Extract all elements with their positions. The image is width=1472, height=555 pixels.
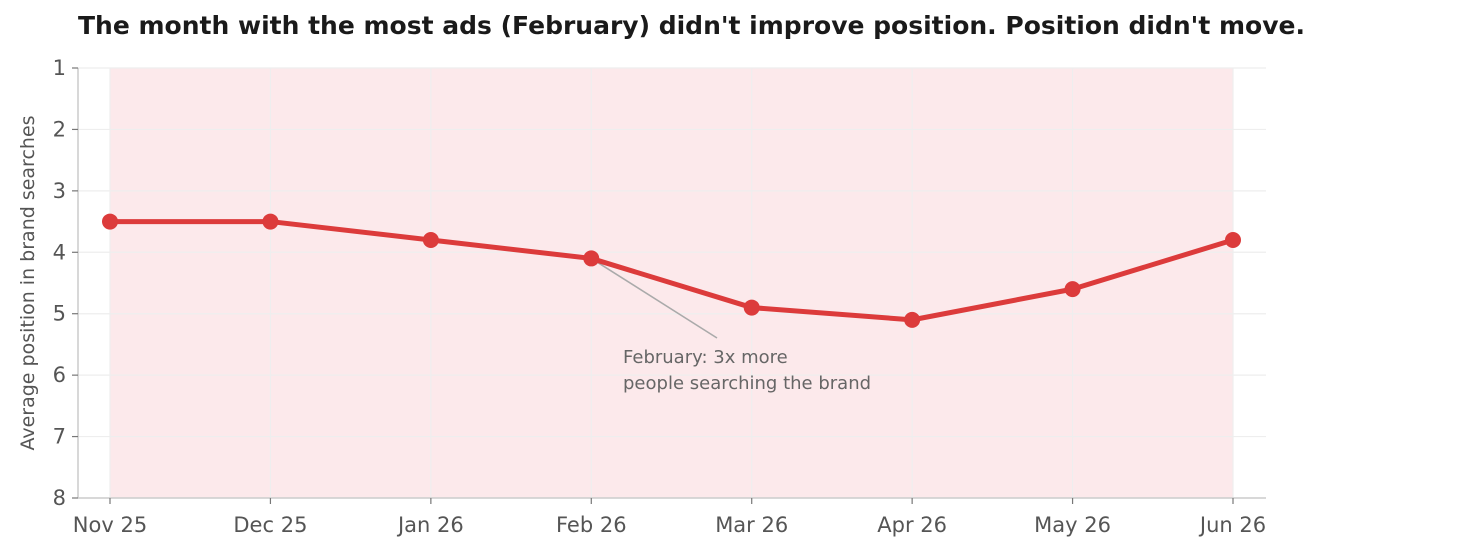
axes: [77, 68, 1266, 499]
data-point: [904, 311, 921, 328]
x-tick-label: Feb 26: [556, 513, 627, 537]
annotation-text: February: 3x more: [623, 347, 788, 368]
y-tick-label: 5: [53, 302, 66, 326]
series-line: [107, 219, 1236, 323]
x-tick-label: Nov 25: [73, 513, 147, 537]
data-point: [422, 232, 439, 248]
data-point: [102, 213, 118, 230]
y-axis-label: Average position in brand searches: [17, 115, 39, 450]
tick-labels: 1 2 3 4 5 6 7 8 Nov 25 Dec 25 Jan 26 Feb 26 Mar 26 Ap…: [53, 56, 1266, 537]
y-tick-label: 1: [53, 56, 66, 80]
data-point: [1225, 232, 1241, 248]
y-tick-label: 8: [53, 486, 66, 510]
x-tick-label: Mar 26: [715, 513, 788, 537]
y-tick-label: 3: [53, 179, 66, 203]
series-layer: [102, 213, 1241, 328]
x-tick-label: May 26: [1034, 513, 1111, 537]
data-point: [743, 299, 760, 316]
y-tick-label: 6: [53, 363, 66, 387]
x-tick-label: Apr 26: [877, 513, 947, 537]
y-tick-label: 4: [53, 240, 66, 264]
annotation-arrow: [590, 257, 718, 339]
data-point: [1064, 281, 1081, 298]
y-tick-label: 7: [53, 425, 66, 449]
y-tick-label: 2: [53, 117, 66, 141]
data-point: [583, 250, 600, 267]
x-tick-label: Jun 26: [1198, 513, 1266, 537]
x-tick-label: Jan 26: [396, 513, 464, 537]
x-tick-label: Dec 25: [233, 513, 307, 537]
data-point: [262, 213, 279, 230]
annotation-text: people searching the brand: [623, 373, 871, 394]
annotation: February: 3x more people searching the br…: [590, 257, 871, 394]
chart-title: The month with the most ads (February) d…: [78, 11, 1305, 40]
